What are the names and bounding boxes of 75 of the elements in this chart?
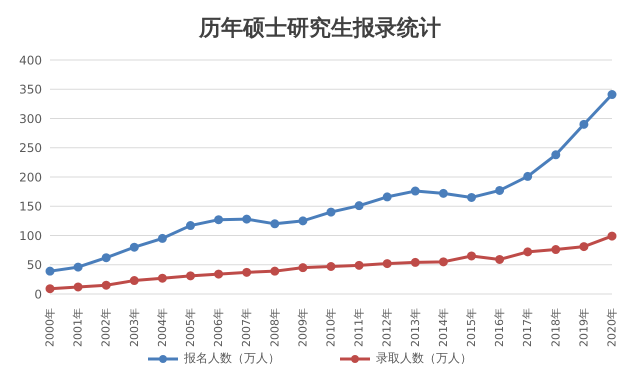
legend-label: 录取人数（万人） xyxy=(376,350,472,367)
y-tick-label: 150 xyxy=(19,200,42,214)
x-tick-label: 2019年 xyxy=(577,308,590,347)
point xyxy=(579,120,588,129)
point xyxy=(74,282,83,292)
point xyxy=(214,215,224,224)
point xyxy=(579,242,588,252)
x-tick-label: 2014年 xyxy=(436,308,450,347)
y-tick-label: 0 xyxy=(34,287,42,302)
point xyxy=(467,251,476,260)
x-tick-label: 2018年 xyxy=(549,308,562,347)
y-tick-label: 100 xyxy=(19,228,42,243)
point xyxy=(608,90,616,100)
y-tick-label: 50 xyxy=(26,258,42,272)
point xyxy=(130,242,139,252)
point xyxy=(102,253,111,262)
y-tick-label: 300 xyxy=(19,112,42,126)
chart-title: 历年硕士研究生报录统计 xyxy=(198,14,442,43)
point xyxy=(158,234,167,243)
point xyxy=(382,192,392,202)
point xyxy=(467,192,476,202)
point xyxy=(354,260,364,270)
y-tick-label: 400 xyxy=(19,53,42,68)
point xyxy=(186,221,195,230)
x-tick-label: 2012年 xyxy=(380,308,394,347)
point xyxy=(410,258,420,267)
point xyxy=(326,208,336,217)
point xyxy=(551,245,560,254)
y-tick-label: 200 xyxy=(19,170,42,184)
point xyxy=(102,280,111,290)
x-tick-label: 2005年 xyxy=(184,308,197,347)
x-tick-label: 2010年 xyxy=(324,308,338,347)
point xyxy=(74,262,83,272)
point xyxy=(46,284,54,294)
x-tick-label: 2013年 xyxy=(408,308,422,347)
point xyxy=(523,247,532,256)
point xyxy=(242,268,252,277)
y-tick-label: 250 xyxy=(19,141,42,156)
point xyxy=(298,263,308,272)
point xyxy=(242,214,252,224)
point xyxy=(495,186,504,195)
x-tick-label: 2011年 xyxy=(352,308,366,347)
point xyxy=(214,270,224,279)
x-tick-label: 2017年 xyxy=(521,308,534,347)
point xyxy=(270,266,280,276)
point xyxy=(438,257,448,266)
point xyxy=(186,271,195,280)
x-tick-label: 2003年 xyxy=(128,308,141,347)
point xyxy=(382,259,392,268)
x-tick-label: 2008年 xyxy=(268,308,282,347)
point xyxy=(158,274,167,283)
point xyxy=(270,219,280,228)
point xyxy=(354,201,364,210)
x-tick-label: 2015年 xyxy=(465,308,478,347)
x-tick-label: 2007年 xyxy=(240,308,254,347)
legend-label: 报名人数（万人） xyxy=(184,350,280,367)
x-tick-label: 2009年 xyxy=(296,308,310,347)
point xyxy=(523,172,532,181)
point xyxy=(326,262,336,272)
point xyxy=(495,254,504,264)
x-tick-label: 2002年 xyxy=(100,308,113,347)
x-tick-label: 2000年 xyxy=(44,308,56,347)
x-tick-label: 2006年 xyxy=(212,308,226,347)
x-tick-label: 2020年 xyxy=(606,308,618,347)
x-tick-label: 2004年 xyxy=(156,308,169,347)
y-tick-label: 350 xyxy=(19,82,42,97)
point xyxy=(438,188,448,198)
point xyxy=(46,266,54,276)
x-tick-label: 2016年 xyxy=(493,308,506,347)
point xyxy=(298,216,308,226)
point xyxy=(608,232,616,241)
point xyxy=(410,186,420,196)
x-tick-label: 2001年 xyxy=(72,308,85,347)
point xyxy=(130,276,139,286)
point xyxy=(551,150,560,160)
